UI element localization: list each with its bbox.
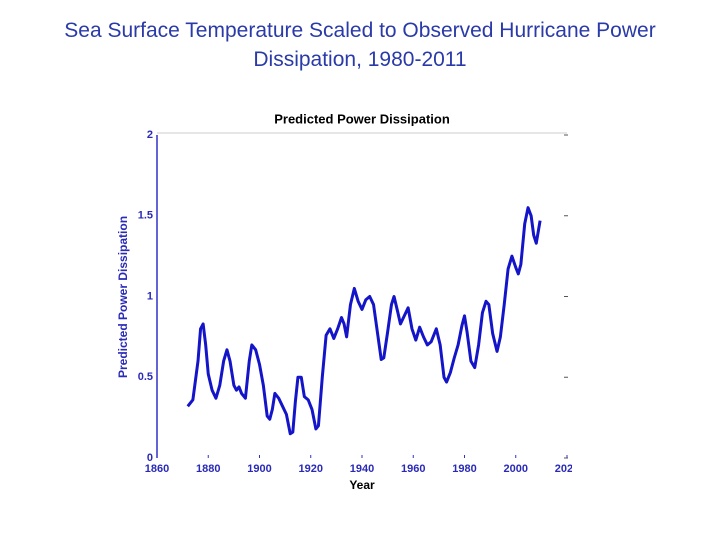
data-line: [186, 206, 542, 436]
x-tick-label: 1940: [350, 463, 374, 475]
x-tick-label: 2000: [504, 463, 528, 475]
x-tick-label: 1920: [299, 463, 323, 475]
chart-title: Predicted Power Dissipation: [274, 111, 450, 126]
x-tick-label: 1980: [452, 463, 476, 475]
y-tick-label: 1: [147, 290, 153, 302]
x-tick-label: 1900: [247, 463, 271, 475]
tick-group: 1860 1880 1900 1920 1940 1960 1980 2000 2020: [145, 455, 579, 475]
y-tick-label: 2: [147, 129, 153, 141]
y-axis-label: Predicted Power Dissipation: [116, 216, 130, 378]
y-tick-label: 0.5: [138, 371, 153, 383]
y-tick-label: 0: [147, 452, 153, 464]
x-axis-label: Year: [349, 478, 375, 492]
slide-title: Sea Surface Temperature Scaled to Observ…: [64, 19, 656, 71]
y-tick-label: 1.5: [138, 210, 153, 222]
x-tick-label: 1880: [196, 463, 220, 475]
x-tick-label: 2020: [555, 463, 579, 475]
x-tick-label: 1860: [145, 463, 169, 475]
x-tick-label: 1960: [401, 463, 425, 475]
